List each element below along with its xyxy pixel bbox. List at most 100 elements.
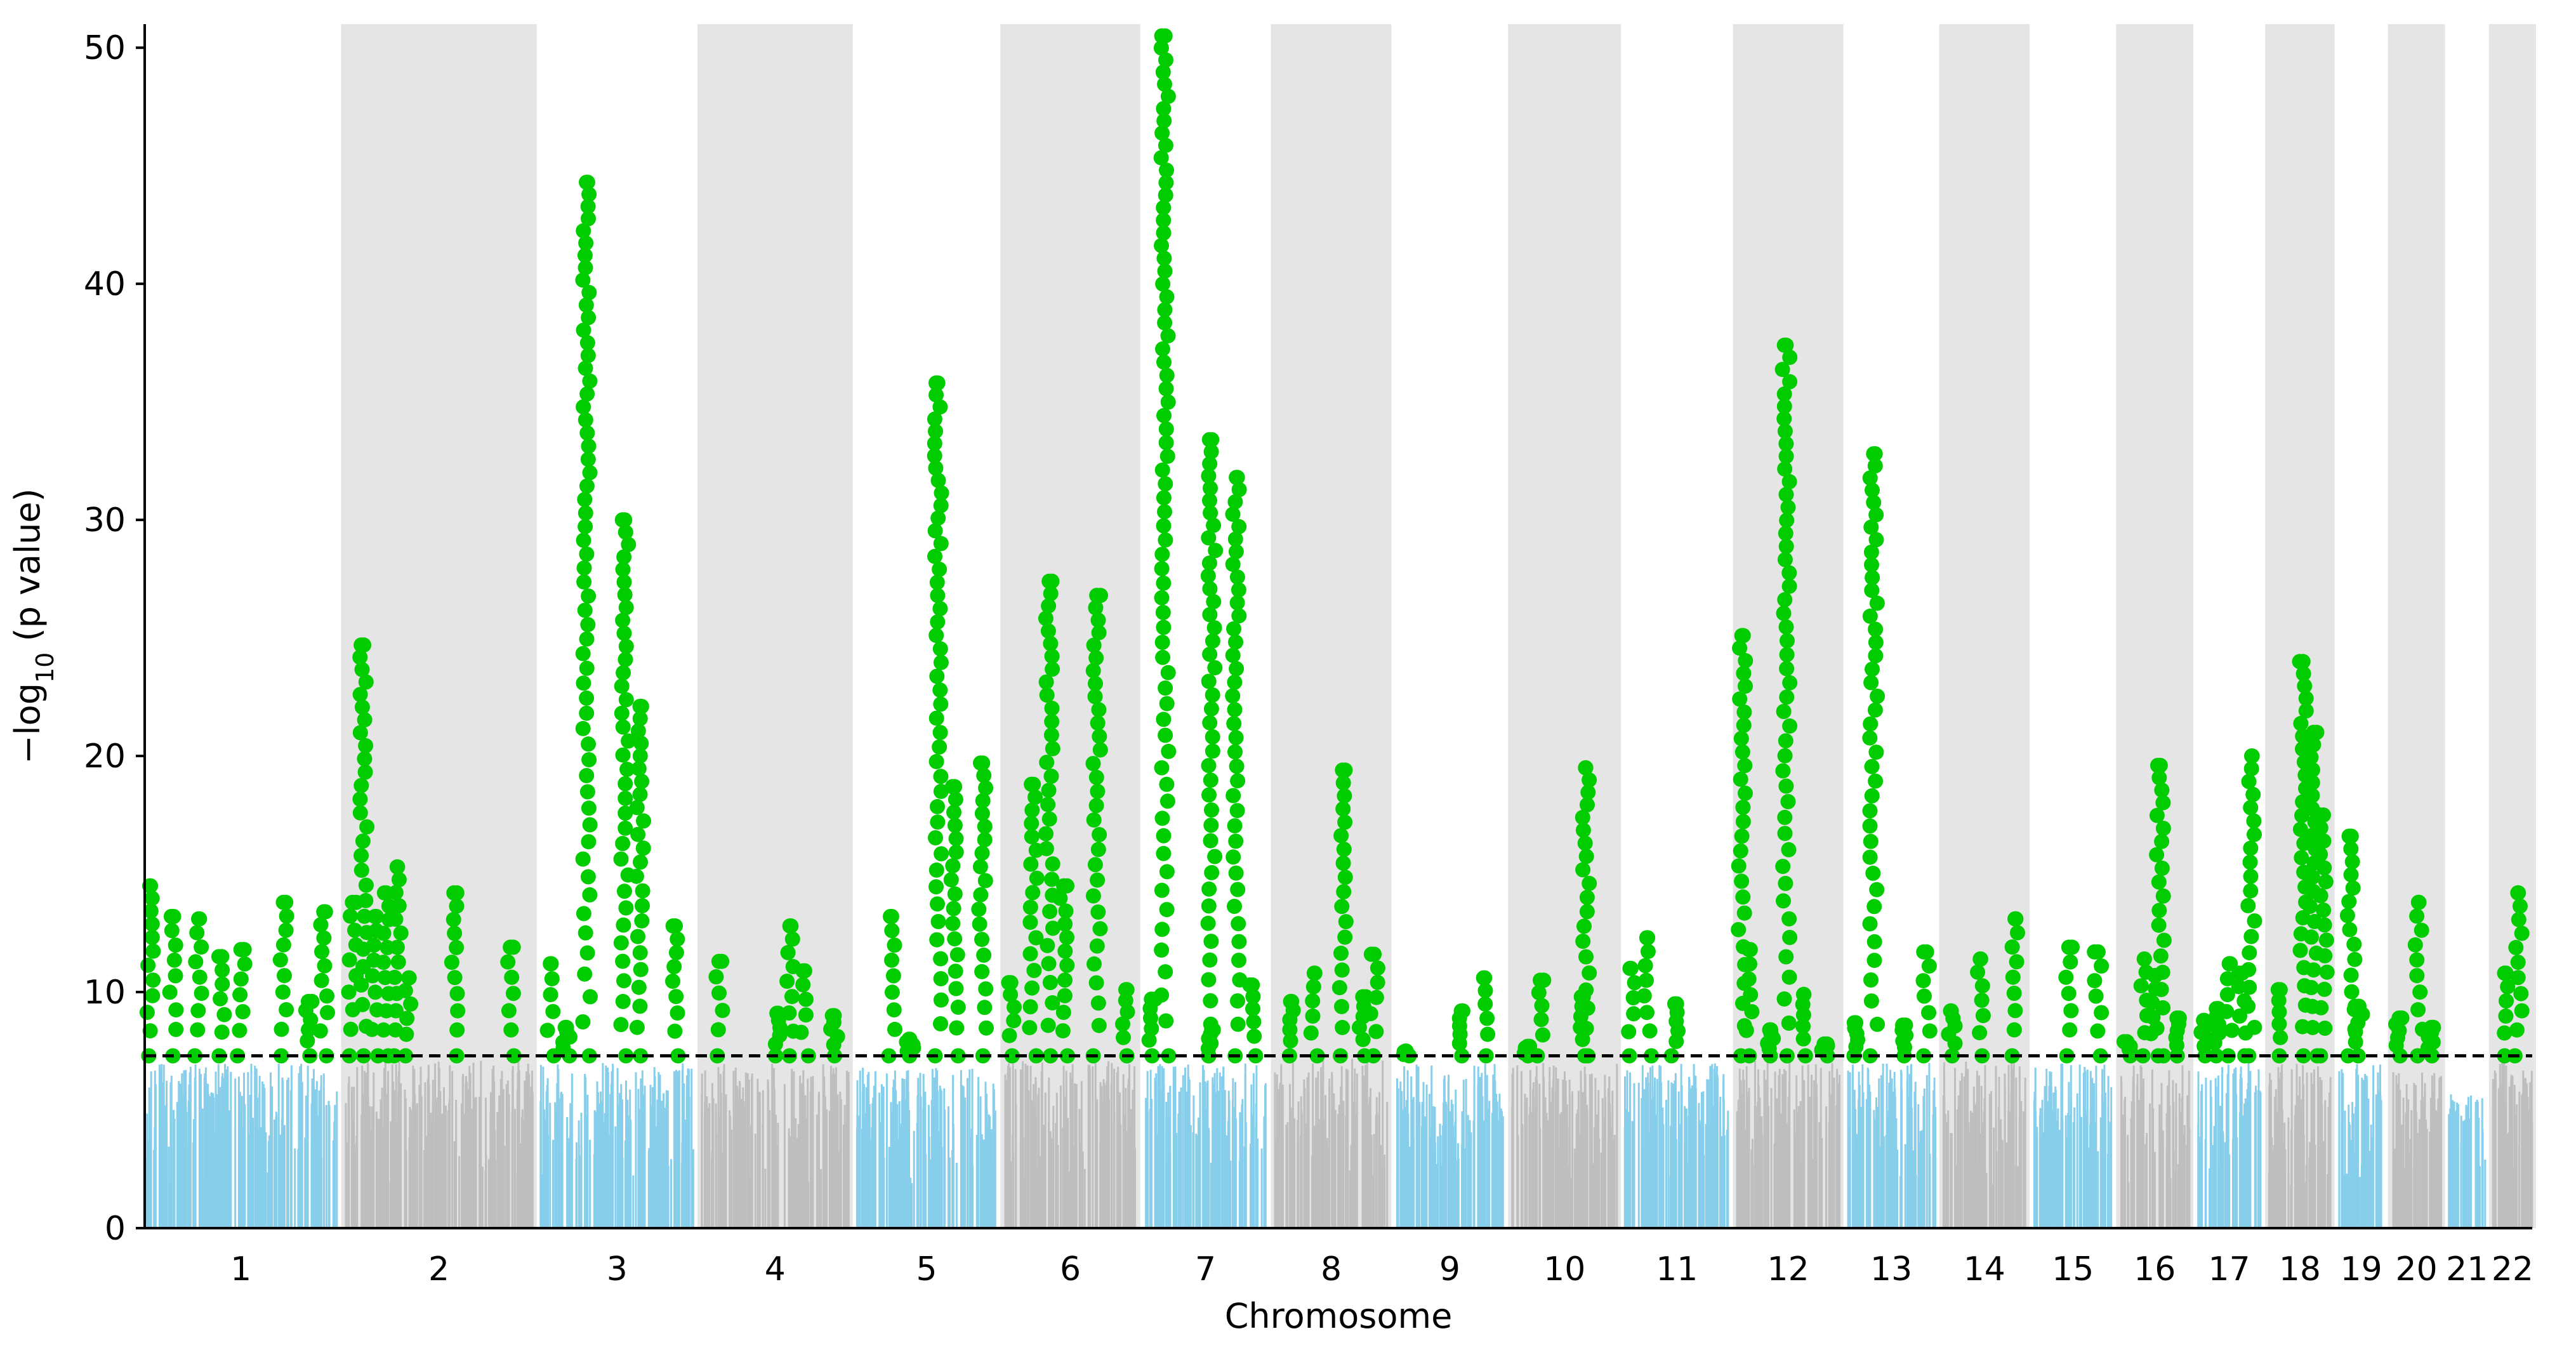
significant-point	[2316, 903, 2332, 918]
significant-point	[1156, 213, 1172, 228]
significant-point	[2241, 774, 2257, 790]
significant-point	[668, 989, 684, 1005]
significant-point	[1741, 971, 1757, 987]
significant-point	[633, 736, 649, 751]
significant-point	[237, 956, 253, 972]
peak-point	[2152, 758, 2168, 773]
significant-point	[2243, 761, 2259, 777]
significant-point	[1776, 606, 1792, 621]
significant-point	[1866, 953, 1882, 969]
significant-point	[1225, 788, 1241, 804]
peak-point	[1056, 878, 1072, 894]
significant-point	[2058, 969, 2074, 985]
significant-point	[1201, 881, 1217, 897]
significant-point	[2410, 1002, 2426, 1017]
significant-point	[1092, 742, 1108, 758]
significant-point	[2154, 833, 2170, 849]
significant-point	[1865, 865, 1881, 881]
chromosome-band-22	[2488, 24, 2536, 1228]
significant-point	[1229, 758, 1245, 774]
significant-point	[343, 908, 358, 924]
significant-point	[933, 536, 949, 552]
significant-point	[1090, 612, 1106, 628]
peak-point	[1229, 470, 1245, 486]
significant-point	[1202, 581, 1218, 597]
significant-point	[1370, 960, 1385, 976]
significant-point	[928, 753, 944, 769]
y-tick-labels: 0 10 20 30 40 50	[84, 29, 126, 1248]
significant-point	[164, 923, 180, 939]
significant-point	[670, 931, 685, 947]
significant-point	[1059, 929, 1074, 945]
significant-point	[216, 1007, 232, 1022]
significant-point	[1580, 1000, 1595, 1016]
significant-point	[352, 791, 368, 807]
significant-point	[1229, 595, 1245, 611]
significant-point	[1779, 689, 1795, 705]
significant-point	[539, 1022, 555, 1038]
peak-point	[1455, 1003, 1470, 1019]
significant-point	[887, 937, 902, 953]
significant-point	[1639, 972, 1654, 988]
significant-point	[2409, 952, 2425, 968]
significant-point	[1477, 983, 1493, 998]
x-tick-label: 22	[2492, 1250, 2533, 1288]
significant-point	[358, 674, 374, 690]
significant-point	[1863, 716, 1879, 732]
significant-point	[1230, 882, 1246, 897]
significant-point	[1040, 797, 1056, 812]
significant-point	[1085, 663, 1101, 678]
significant-point	[2242, 945, 2257, 961]
significant-point	[1580, 797, 1595, 812]
significant-point	[1038, 841, 1054, 857]
significant-point	[2240, 898, 2256, 913]
significant-point	[1866, 494, 1882, 510]
significant-point	[1782, 718, 1798, 734]
peak-point	[1366, 946, 1382, 962]
significant-point	[949, 1020, 965, 1036]
significant-point	[632, 998, 648, 1014]
significant-point	[1045, 856, 1060, 872]
significant-point	[1088, 975, 1104, 991]
significant-point	[1158, 476, 1173, 492]
significant-point	[1156, 845, 1172, 861]
significant-point	[932, 601, 948, 616]
significant-point	[1044, 701, 1060, 716]
significant-point	[447, 925, 463, 941]
significant-point	[1205, 687, 1220, 703]
significant-point	[376, 1022, 392, 1038]
significant-point	[1231, 953, 1246, 968]
significant-point	[1338, 914, 1354, 930]
significant-point	[974, 845, 990, 861]
peak-point	[275, 894, 291, 910]
significant-point	[194, 986, 209, 1001]
significant-point	[1862, 849, 1878, 865]
significant-point	[2243, 929, 2259, 944]
significant-point	[581, 310, 597, 326]
peak-point	[2511, 885, 2526, 901]
significant-point	[629, 800, 645, 816]
significant-point	[932, 725, 948, 741]
significant-point	[621, 733, 637, 749]
significant-point	[1229, 661, 1245, 677]
significant-point	[1090, 783, 1106, 799]
significant-point	[933, 1016, 948, 1031]
peak-point	[390, 859, 406, 875]
significant-point	[1156, 225, 1172, 241]
significant-point	[1781, 969, 1797, 985]
significant-point	[2247, 826, 2262, 842]
significant-point	[189, 925, 205, 941]
significant-point	[1531, 984, 1547, 1000]
significant-point	[1782, 350, 1798, 365]
significant-point	[581, 834, 597, 850]
peak-point	[2244, 748, 2259, 764]
significant-point	[1776, 386, 1792, 402]
significant-point	[621, 536, 637, 552]
significant-point	[1090, 904, 1106, 920]
significant-point	[930, 614, 946, 630]
significant-point	[232, 987, 248, 1003]
significant-point	[1156, 407, 1172, 423]
significant-point	[1644, 1048, 1659, 1064]
significant-point	[618, 524, 633, 540]
significant-point	[503, 1022, 519, 1038]
